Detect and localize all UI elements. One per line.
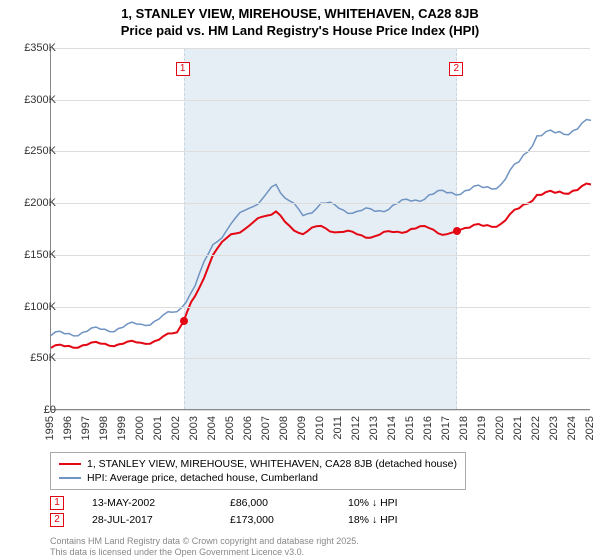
y-axis-label: £150K <box>8 249 56 261</box>
sale-point <box>453 227 461 235</box>
x-axis-label: 2015 <box>404 416 416 440</box>
x-axis-label: 2003 <box>188 416 200 440</box>
x-axis-label: 2025 <box>584 416 596 440</box>
event-row: 2 28-JUL-2017 £173,000 18% ↓ HPI <box>50 513 398 527</box>
x-axis-label: 2012 <box>350 416 362 440</box>
x-axis-label: 2010 <box>314 416 326 440</box>
x-axis-label: 2021 <box>512 416 524 440</box>
event-marker: 1 <box>176 62 190 76</box>
gridline <box>50 255 590 256</box>
legend-item: HPI: Average price, detached house, Cumb… <box>59 471 457 485</box>
event-date: 28-JUL-2017 <box>92 514 202 526</box>
x-axis-label: 2005 <box>224 416 236 440</box>
event-date: 13-MAY-2002 <box>92 497 202 509</box>
y-axis-label: £50K <box>8 352 56 364</box>
x-axis-label: 2001 <box>152 416 164 440</box>
event-price: £173,000 <box>230 514 320 526</box>
x-axis-label: 2018 <box>458 416 470 440</box>
event-delta: 10% ↓ HPI <box>348 497 398 509</box>
y-axis-label: £250K <box>8 145 56 157</box>
x-axis-label: 2007 <box>260 416 272 440</box>
legend-label: 1, STANLEY VIEW, MIREHOUSE, WHITEHAVEN, … <box>87 458 457 470</box>
footnote: Contains HM Land Registry data © Crown c… <box>50 536 359 559</box>
legend-swatch <box>59 477 81 479</box>
x-axis-label: 2016 <box>422 416 434 440</box>
gridline <box>50 358 590 359</box>
chart-title: 1, STANLEY VIEW, MIREHOUSE, WHITEHAVEN, … <box>0 0 600 40</box>
x-axis-label: 1996 <box>62 416 74 440</box>
y-axis-label: £200K <box>8 197 56 209</box>
x-axis-label: 2017 <box>440 416 452 440</box>
chart-svg <box>51 48 591 410</box>
event-marker: 2 <box>449 62 463 76</box>
y-axis-label: £350K <box>8 42 56 54</box>
x-axis-label: 1999 <box>116 416 128 440</box>
x-axis-label: 2009 <box>296 416 308 440</box>
gridline <box>50 151 590 152</box>
title-line-1: 1, STANLEY VIEW, MIREHOUSE, WHITEHAVEN, … <box>0 6 600 23</box>
x-axis-label: 2004 <box>206 416 218 440</box>
y-axis-label: £300K <box>8 94 56 106</box>
sale-point <box>180 317 188 325</box>
x-axis-label: 2024 <box>566 416 578 440</box>
event-delta: 18% ↓ HPI <box>348 514 398 526</box>
x-axis-label: 2008 <box>278 416 290 440</box>
x-axis-label: 2014 <box>386 416 398 440</box>
gridline <box>50 48 590 49</box>
gridline <box>50 203 590 204</box>
legend-swatch <box>59 463 81 465</box>
footnote-line-1: Contains HM Land Registry data © Crown c… <box>50 536 359 547</box>
x-axis-label: 2002 <box>170 416 182 440</box>
x-axis-label: 1995 <box>44 416 56 440</box>
x-axis-label: 2013 <box>368 416 380 440</box>
event-price: £86,000 <box>230 497 320 509</box>
x-axis-label: 2000 <box>134 416 146 440</box>
legend-item: 1, STANLEY VIEW, MIREHOUSE, WHITEHAVEN, … <box>59 457 457 471</box>
x-axis-label: 2020 <box>494 416 506 440</box>
x-axis-label: 2006 <box>242 416 254 440</box>
legend: 1, STANLEY VIEW, MIREHOUSE, WHITEHAVEN, … <box>50 452 466 490</box>
gridline <box>50 307 590 308</box>
title-line-2: Price paid vs. HM Land Registry's House … <box>0 23 600 40</box>
chart-container: 1, STANLEY VIEW, MIREHOUSE, WHITEHAVEN, … <box>0 0 600 560</box>
x-axis-label: 1998 <box>98 416 110 440</box>
series-line <box>51 184 591 348</box>
event-marker-icon: 2 <box>50 513 64 527</box>
x-axis-label: 2011 <box>332 416 344 440</box>
x-axis-label: 2022 <box>530 416 542 440</box>
legend-label: HPI: Average price, detached house, Cumb… <box>87 472 318 484</box>
y-axis-label: £0 <box>8 404 56 416</box>
footnote-line-2: This data is licensed under the Open Gov… <box>50 547 359 558</box>
event-row: 1 13-MAY-2002 £86,000 10% ↓ HPI <box>50 496 398 510</box>
event-marker-icon: 1 <box>50 496 64 510</box>
x-axis-label: 2023 <box>548 416 560 440</box>
x-axis-label: 2019 <box>476 416 488 440</box>
y-axis-label: £100K <box>8 301 56 313</box>
plot-area <box>50 48 590 410</box>
gridline <box>50 100 590 101</box>
gridline <box>50 410 590 411</box>
x-axis-label: 1997 <box>80 416 92 440</box>
